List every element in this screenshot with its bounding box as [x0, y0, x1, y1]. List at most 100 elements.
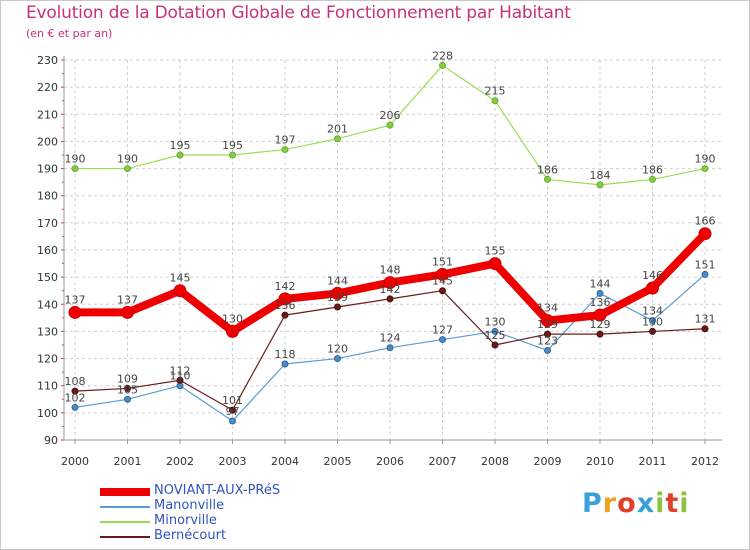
data-label-bernecourt-2006: 142 — [380, 283, 401, 296]
x-tick-label: 2008 — [481, 455, 509, 468]
data-label-bernecourt-2001: 109 — [117, 372, 138, 385]
point-noviant-2006 — [383, 276, 397, 290]
data-label-minorville-2007: 228 — [432, 49, 453, 62]
data-label-manonville-2000: 102 — [65, 391, 86, 404]
x-tick-label: 2000 — [61, 455, 89, 468]
point-noviant-2005 — [331, 286, 344, 300]
point-noviant-2012 — [698, 227, 712, 241]
data-label-minorville-2000: 190 — [65, 153, 86, 166]
point-bernecourt-2001 — [124, 384, 131, 392]
legend-label-bernecourt: Bernécourt — [154, 528, 227, 543]
y-tick-label: 170 — [37, 217, 58, 230]
data-label-minorville-2010: 184 — [590, 169, 611, 182]
point-manonville-2011 — [649, 317, 656, 325]
data-label-bernecourt-2010: 129 — [590, 318, 611, 331]
data-label-minorville-2009: 186 — [537, 163, 558, 176]
chart-title: Evolution de la Dotation Globale de Fonc… — [26, 3, 571, 23]
legend-label-minorville: Minorville — [154, 513, 217, 528]
point-minorville-2002 — [176, 151, 184, 159]
point-manonville-2003 — [229, 417, 236, 425]
data-label-bernecourt-2004: 136 — [275, 299, 296, 312]
x-tick-label: 2004 — [271, 455, 299, 468]
x-tick-label: 2003 — [219, 455, 247, 468]
data-label-bernecourt-2005: 139 — [327, 291, 348, 304]
point-minorville-2008 — [491, 97, 499, 105]
data-label-noviant-2007: 151 — [432, 255, 453, 268]
x-tick-label: 2005 — [324, 455, 352, 468]
point-minorville-2001 — [124, 165, 131, 173]
point-minorville-2003 — [229, 151, 236, 159]
y-tick-label: 110 — [37, 380, 58, 393]
y-tick-label: 140 — [37, 298, 58, 311]
data-label-minorville-2011: 186 — [642, 163, 663, 176]
data-label-manonville-2011: 134 — [642, 305, 663, 318]
point-manonville-2001 — [124, 395, 131, 403]
x-tick-label: 2001 — [114, 455, 142, 468]
data-label-minorville-2012: 190 — [695, 153, 716, 166]
y-tick-label: 180 — [37, 190, 58, 203]
y-tick-label: 190 — [37, 163, 58, 176]
point-manonville-2009 — [544, 346, 551, 354]
point-noviant-2009 — [541, 314, 554, 328]
data-label-minorville-2005: 201 — [327, 123, 348, 136]
x-tick-label: 2009 — [534, 455, 562, 468]
point-noviant-2010 — [593, 308, 607, 322]
point-bernecourt-2010 — [596, 330, 604, 338]
data-label-noviant-2004: 142 — [275, 280, 296, 293]
point-manonville-2004 — [281, 360, 289, 368]
point-manonville-2012 — [701, 270, 709, 278]
x-tick-label: 2010 — [586, 455, 614, 468]
data-label-manonville-2008: 130 — [485, 315, 506, 328]
data-label-noviant-2009: 134 — [537, 302, 558, 315]
data-label-bernecourt-2008: 125 — [485, 329, 506, 342]
data-label-bernecourt-2000: 108 — [65, 375, 86, 388]
chart-subtitle: (en € et par an) — [26, 27, 113, 40]
point-minorville-2004 — [281, 146, 289, 154]
data-label-bernecourt-2007: 145 — [432, 275, 453, 288]
point-minorville-2006 — [386, 121, 394, 129]
point-minorville-2009 — [544, 175, 551, 183]
legend-swatch-bernecourt — [100, 536, 150, 538]
legend-label-noviant: NOVIANT-AUX-PRéS — [154, 483, 281, 498]
point-minorville-2010 — [596, 181, 604, 189]
grid-lines — [64, 59, 722, 441]
axes: 9010011012013014015016017018019020021022… — [37, 54, 722, 468]
data-label-bernecourt-2002: 112 — [170, 364, 191, 377]
point-manonville-2007 — [439, 336, 446, 344]
point-manonville-2010 — [596, 289, 604, 297]
y-tick-label: 200 — [37, 135, 58, 148]
data-label-minorville-2001: 190 — [117, 153, 138, 166]
x-tick-label: 2012 — [691, 455, 719, 468]
data-label-manonville-2010: 144 — [590, 277, 611, 290]
data-label-manonville-2007: 127 — [432, 324, 453, 337]
legend-label-manonville: Manonville — [154, 498, 225, 513]
data-label-minorville-2006: 206 — [380, 109, 401, 122]
data-label-bernecourt-2012: 131 — [695, 313, 716, 326]
point-noviant-2000 — [68, 305, 82, 319]
point-manonville-2008 — [491, 327, 499, 335]
point-minorville-2005 — [334, 135, 341, 143]
point-bernecourt-2009 — [544, 330, 551, 338]
data-label-minorville-2008: 215 — [485, 85, 506, 98]
data-label-manonville-2012: 151 — [695, 258, 716, 271]
point-manonville-2000 — [71, 403, 79, 411]
point-minorville-2012 — [701, 165, 709, 173]
data-label-bernecourt-2009: 129 — [537, 318, 558, 331]
y-tick-label: 100 — [37, 407, 58, 420]
data-label-noviant-2000: 137 — [65, 293, 86, 306]
legend-swatch-noviant — [100, 488, 150, 496]
data-label-noviant-2002: 145 — [170, 272, 191, 285]
x-tick-label: 2007 — [429, 455, 457, 468]
data-label-noviant-2006: 148 — [380, 264, 401, 277]
y-tick-label: 210 — [37, 108, 58, 121]
point-noviant-2007 — [436, 267, 449, 281]
x-tick-label: 2002 — [166, 455, 194, 468]
point-minorville-2000 — [71, 165, 79, 173]
data-label-manonville-2006: 124 — [380, 332, 401, 345]
point-bernecourt-2004 — [281, 311, 289, 319]
y-tick-label: 120 — [37, 353, 58, 366]
data-label-manonville-2003: 97 — [226, 405, 240, 418]
x-tick-label: 2011 — [639, 455, 667, 468]
data-label-bernecourt-2003: 101 — [222, 394, 243, 407]
